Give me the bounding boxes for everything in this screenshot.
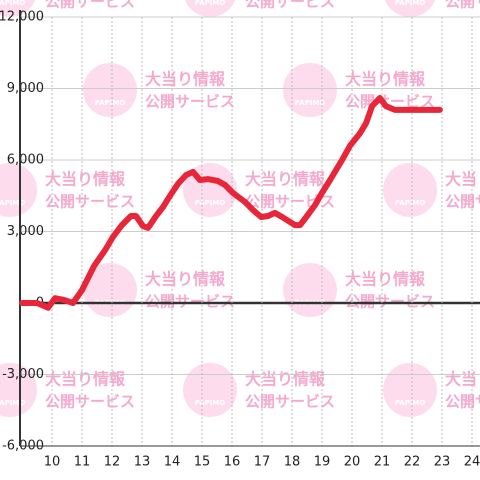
- x-tick-label: 11: [74, 455, 91, 470]
- y-tick-label: 3,000: [7, 224, 44, 239]
- watermark-logo: PAPIMO: [195, 0, 226, 7]
- x-tick-label: 16: [224, 455, 241, 470]
- watermark-text: 公開サービス: [145, 293, 235, 311]
- x-tick-label: 24: [464, 455, 480, 470]
- watermark-text: 大当り情報: [45, 170, 126, 189]
- watermark-logo: PAPIMO: [95, 99, 126, 107]
- watermark-text: 大当り情報: [245, 170, 326, 189]
- x-tick-label: 12: [104, 455, 121, 470]
- x-tick-label: 22: [404, 455, 421, 470]
- x-tick-label: 10: [44, 455, 61, 470]
- watermark-text: 公開サービス: [445, 0, 480, 11]
- watermark-text: 大当り情報: [345, 270, 426, 289]
- x-tick-label: 14: [164, 455, 181, 470]
- x-tick-label: 13: [134, 455, 151, 470]
- watermark-circle: [0, 363, 37, 417]
- x-tick-label: 20: [344, 455, 361, 470]
- watermark-circle: [0, 0, 36, 17]
- watermark-circle: [283, 263, 337, 317]
- watermark-logo: PAPIMO: [0, 399, 25, 407]
- watermark-circle: [383, 363, 437, 417]
- watermark-text: 公開サービス: [45, 193, 135, 211]
- watermark-text: 大当り情報: [145, 270, 226, 289]
- watermark-logo: PAPIMO: [295, 99, 326, 107]
- watermark-text: 大当り情報: [445, 370, 480, 389]
- watermark-text: 公開サービス: [245, 393, 335, 411]
- watermark-text: 公開サービス: [45, 393, 135, 411]
- y-tick-label: 12,000: [0, 10, 44, 25]
- watermark-circle: [283, 63, 337, 117]
- watermark-logo: PAPIMO: [395, 199, 426, 207]
- watermark-text: 公開サービス: [445, 193, 480, 211]
- x-tick-label: 17: [254, 455, 271, 470]
- watermark-circle: [83, 63, 137, 117]
- x-tick-label: 19: [314, 455, 331, 470]
- watermark-text: 公開サービス: [445, 393, 480, 411]
- watermark-logo: PAPIMO: [195, 199, 226, 207]
- x-tick-label: 18: [284, 455, 301, 470]
- watermark-circle: [383, 163, 437, 217]
- watermark-logo: PAPIMO: [0, 0, 25, 7]
- watermark-text: 公開サービス: [345, 293, 435, 311]
- y-tick-label: 9,000: [7, 81, 44, 96]
- x-tick-label: 21: [374, 455, 391, 470]
- watermark-logo: PAPIMO: [395, 0, 426, 7]
- watermark-text: 大当り情報: [145, 70, 226, 89]
- watermark-text: 公開サービス: [245, 0, 335, 11]
- watermark-text: 公開サービス: [345, 93, 435, 111]
- watermark-text: 公開サービス: [45, 0, 135, 11]
- watermark-logo: PAPIMO: [195, 399, 226, 407]
- y-tick-label: 6,000: [7, 153, 44, 168]
- watermark-text: 大当り情報: [45, 370, 126, 389]
- x-tick-label: 15: [194, 455, 211, 470]
- watermark-circle: [0, 163, 37, 217]
- watermark-text: 大当り情報: [345, 70, 426, 89]
- watermark-text: 大当り情報: [245, 370, 326, 389]
- watermark-logo: PAPIMO: [0, 199, 25, 207]
- watermark-circle: [184, 0, 236, 17]
- watermark-circle: [384, 0, 436, 17]
- series-line: [19, 95, 443, 311]
- y-tick-label: -3,000: [2, 367, 44, 382]
- watermark-text: 公開サービス: [145, 93, 235, 111]
- x-tick-label: 23: [434, 455, 451, 470]
- watermark-logo: PAPIMO: [395, 399, 426, 407]
- watermark-text: 大当り情報: [445, 170, 480, 189]
- watermark-circle: [183, 363, 237, 417]
